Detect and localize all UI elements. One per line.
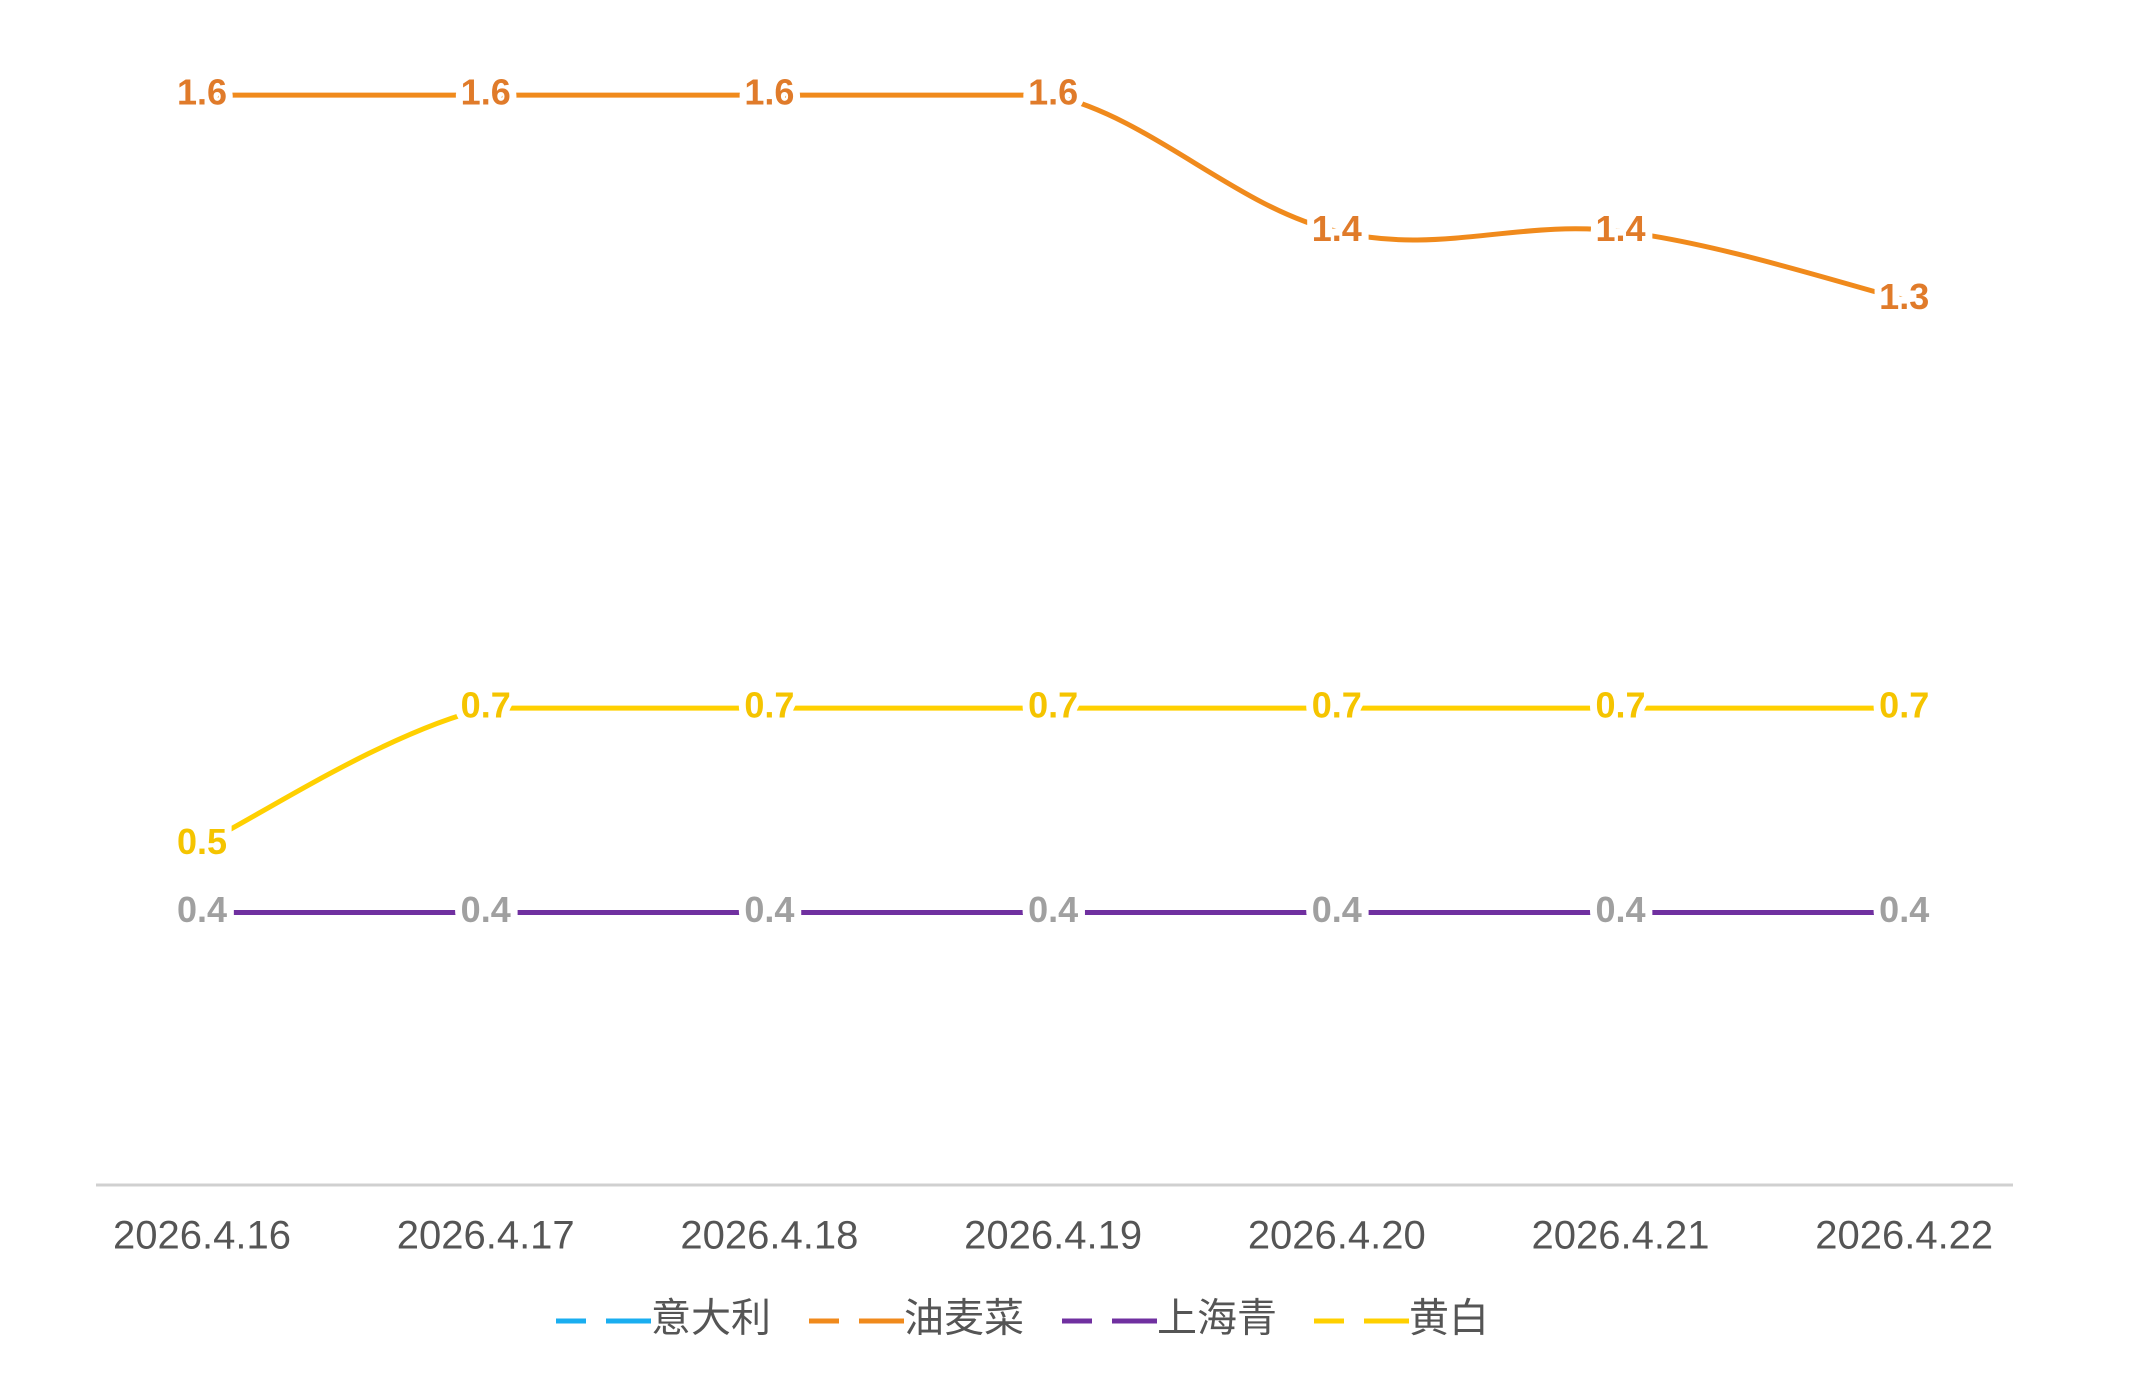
x-tick-label: 2026.4.19 (964, 1214, 1142, 1258)
data-label: 0.4 (177, 889, 227, 930)
x-tick-label: 2026.4.22 (1815, 1214, 1993, 1258)
data-label: 1.6 (744, 72, 794, 113)
series-line (200, 705, 1905, 847)
legend-label: 油麦菜 (904, 1297, 1024, 1341)
legend-label: 黄白 (1409, 1297, 1489, 1341)
data-label: 1.4 (1312, 208, 1362, 249)
data-label: 1.4 (1595, 208, 1645, 249)
data-label: 0.7 (1312, 685, 1362, 726)
data-label: 0.7 (1595, 685, 1645, 726)
data-label: 0.7 (1028, 685, 1078, 726)
data-label: 0.4 (1879, 889, 1929, 930)
x-tick-label: 2026.4.21 (1532, 1214, 1710, 1258)
data-label: 0.5 (177, 821, 227, 862)
data-label: 1.6 (1028, 72, 1078, 113)
x-tick-label: 2026.4.20 (1248, 1214, 1426, 1258)
legend-label: 意大利 (651, 1297, 771, 1341)
data-label: 0.7 (461, 685, 511, 726)
x-tick-label: 2026.4.18 (680, 1214, 858, 1258)
data-label: 1.3 (1879, 276, 1929, 317)
data-label: 0.7 (1879, 685, 1929, 726)
data-label: 0.4 (744, 889, 794, 930)
x-tick-label: 2026.4.17 (397, 1214, 575, 1258)
data-label: 1.6 (177, 72, 227, 113)
data-label: 0.4 (1595, 889, 1645, 930)
x-tick-label: 2026.4.16 (113, 1214, 291, 1258)
data-label: 0.4 (1028, 889, 1078, 930)
data-label: 0.4 (1312, 889, 1362, 930)
data-label: 1.6 (461, 72, 511, 113)
series-line (201, 92, 1905, 302)
legend-label: 上海青 (1157, 1297, 1277, 1341)
data-label: 0.7 (744, 685, 794, 726)
data-label: 0.4 (461, 889, 511, 930)
